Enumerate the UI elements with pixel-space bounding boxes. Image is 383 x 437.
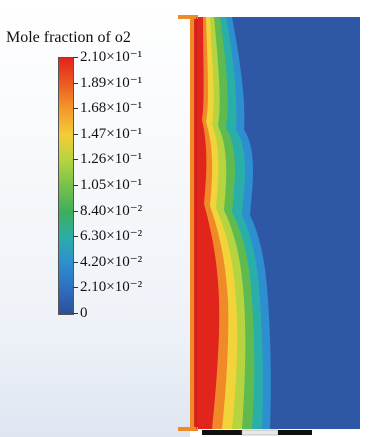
wall-left bbox=[190, 17, 194, 429]
legend-tick-label: 2.10×10⁻² bbox=[80, 279, 143, 296]
band-red bbox=[192, 17, 220, 429]
legend-tick-label: 1.47×10⁻¹ bbox=[80, 125, 143, 142]
legend-tick-label: 8.40×10⁻² bbox=[80, 202, 143, 219]
legend-tick-label: 0 bbox=[80, 305, 88, 321]
legend-tick-mark bbox=[73, 108, 78, 110]
legend-tick-mark bbox=[73, 313, 78, 314]
scale-bar-dark-2 bbox=[278, 430, 312, 435]
legend-title: Mole fraction of o2 bbox=[6, 29, 131, 46]
scale-bar-dark-1 bbox=[202, 430, 242, 435]
legend-color-bar bbox=[58, 57, 74, 315]
legend-tick-mark bbox=[73, 159, 78, 161]
legend-tick-mark bbox=[73, 185, 78, 186]
legend-tick-label: 1.68×10⁻¹ bbox=[80, 100, 143, 117]
legend-tick-label: 4.20×10⁻² bbox=[80, 253, 143, 270]
legend-tick-label: 1.89×10⁻¹ bbox=[80, 74, 143, 91]
legend-tick-mark bbox=[73, 287, 78, 289]
legend-tick-mark bbox=[73, 57, 78, 58]
legend-tick-mark bbox=[73, 133, 78, 135]
legend-tick-mark bbox=[73, 210, 78, 212]
legend-tick-mark bbox=[73, 261, 78, 263]
legend-tick-label: 1.26×10⁻¹ bbox=[80, 151, 143, 168]
legend-tick-label: 2.10×10⁻¹ bbox=[80, 49, 143, 65]
wall-top bbox=[178, 15, 198, 19]
legend-tick-label: 6.30×10⁻² bbox=[80, 228, 143, 245]
legend-tick-mark bbox=[73, 82, 78, 84]
legend-tick-mark bbox=[73, 236, 78, 238]
legend-tick-label: 1.05×10⁻¹ bbox=[80, 177, 143, 193]
scale-bar-light bbox=[241, 429, 279, 436]
wall-bottom bbox=[178, 427, 198, 431]
